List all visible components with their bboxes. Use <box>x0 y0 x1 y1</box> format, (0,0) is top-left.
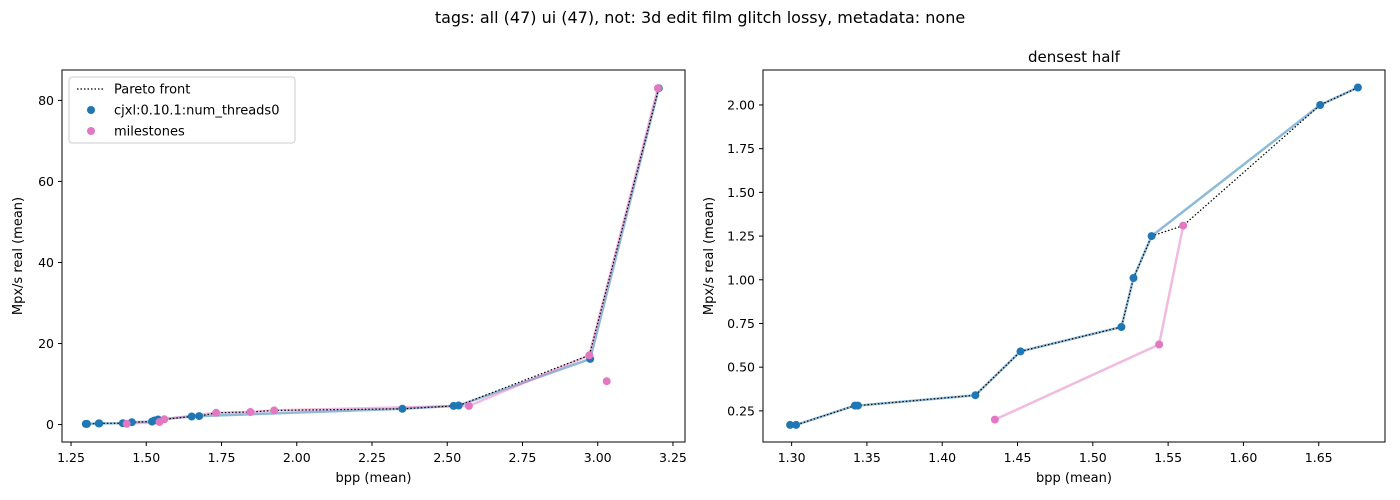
x-tick-label: 1.35 <box>853 450 881 465</box>
cjxl-point <box>1117 323 1126 331</box>
y-tick-label: 0 <box>46 417 54 432</box>
y-tick-label: 1.50 <box>727 185 755 200</box>
y-tick-label: 0.25 <box>727 403 755 418</box>
cjxl-point <box>1147 232 1156 241</box>
x-tick-label: 3.00 <box>584 450 612 465</box>
y-tick-label: 60 <box>38 174 54 189</box>
cjxl-point <box>1353 83 1362 92</box>
cjxl-point <box>454 401 463 410</box>
cjxl-point <box>187 412 196 421</box>
x-tick-label: 2.25 <box>358 450 386 465</box>
x-tick-label: 1.65 <box>1305 450 1333 465</box>
cjxl-point <box>95 419 104 428</box>
y-axis-label: Mpx/s real (mean) <box>702 197 717 315</box>
milestones-point <box>653 84 662 93</box>
y-tick-label: 1.75 <box>727 141 755 156</box>
milestones-point <box>602 377 611 386</box>
milestones-point <box>585 351 594 360</box>
y-tick-label: 1.00 <box>727 272 755 287</box>
x-tick-label: 2.00 <box>283 450 311 465</box>
x-tick-label: 3.25 <box>659 450 687 465</box>
x-axis-label: bpp (mean) <box>336 471 412 486</box>
x-tick-label: 1.50 <box>132 450 160 465</box>
y-tick-label: 40 <box>38 255 54 270</box>
y-axis-label: Mpx/s real (mean) <box>11 197 26 315</box>
cjxl-point <box>1129 274 1138 282</box>
legend-entry-label: Pareto front <box>114 83 190 98</box>
x-tick-label: 1.60 <box>1230 450 1258 465</box>
cjxl-point <box>971 391 980 400</box>
legend-entry-label: milestones <box>114 125 185 140</box>
x-tick-label: 1.25 <box>57 450 85 465</box>
y-tick-label: 80 <box>38 93 54 108</box>
cjxl-point <box>1316 101 1325 109</box>
x-tick-label: 1.40 <box>928 450 956 465</box>
milestones-point <box>270 406 279 415</box>
y-tick-label: 0.50 <box>727 360 755 375</box>
x-tick-label: 1.45 <box>1004 450 1032 465</box>
milestones-point <box>464 401 473 410</box>
milestones-point <box>160 415 169 424</box>
milestones-point <box>212 408 221 417</box>
x-axis-label: bpp (mean) <box>1036 471 1112 486</box>
x-tick-label: 1.55 <box>1154 450 1182 465</box>
legend-entry-label: cjxl:0.10.1:num_threads0 <box>114 104 279 119</box>
x-tick-label: 2.75 <box>509 450 537 465</box>
chart-title: densest half <box>1028 48 1121 66</box>
milestones-point <box>122 419 131 428</box>
axes-frame <box>61 69 686 443</box>
x-tick-label: 1.30 <box>778 450 806 465</box>
y-tick-label: 20 <box>38 336 54 351</box>
y-tick-label: 1.25 <box>727 229 755 244</box>
milestones-point <box>1155 340 1164 349</box>
x-tick-label: 1.75 <box>208 450 236 465</box>
chart-right-densest-half: 1.30 1.35 1.40 1.45 1.50 1.55 1.60 1.65 0.25 0.50… <box>702 48 1386 486</box>
cjxl-point <box>1016 347 1025 356</box>
cjxl-point <box>786 420 795 429</box>
cjxl-point <box>792 420 801 429</box>
y-tick-label: 2.00 <box>727 97 755 112</box>
milestones-point <box>990 415 999 424</box>
x-tick-label: 2.50 <box>433 450 461 465</box>
figure-suptitle: tags: all (47) ui (47), not: 3d edit fil… <box>435 8 965 27</box>
axes-frame <box>762 69 1386 443</box>
legend-box <box>68 76 296 144</box>
milestones-point <box>246 408 255 416</box>
cjxl-point <box>853 401 862 410</box>
legend: Pareto front cjxl:0.10.1:num_threads0mile… <box>68 76 296 144</box>
cjxl-point <box>398 404 407 413</box>
y-tick-label: 0.75 <box>727 316 755 331</box>
cjxl-point <box>83 419 91 428</box>
x-tick-label: 1.50 <box>1079 450 1107 465</box>
milestones-point <box>1179 221 1188 230</box>
legend-milestones-swatch <box>87 127 95 135</box>
cjxl-point <box>195 412 204 421</box>
legend-cjxl-swatch <box>87 106 95 114</box>
pareto-front-line <box>790 86 1359 426</box>
chart-left: 1.25 1.50 1.75 2.00 2.25 2.50 2.75 3.00 3.25 0 20 4… <box>11 69 687 486</box>
